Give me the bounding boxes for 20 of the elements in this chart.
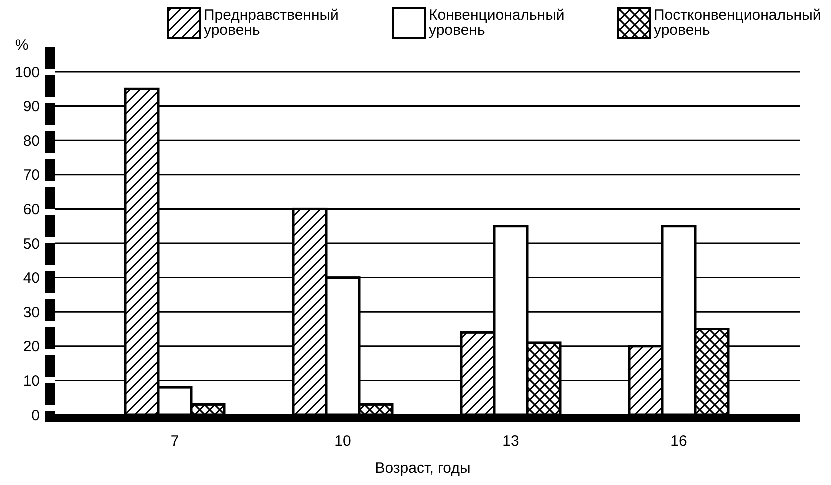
y-tick-label: 70 <box>23 167 40 184</box>
x-axis-title: Возраст, годы <box>375 460 471 477</box>
y-tick-label: 40 <box>23 270 40 288</box>
y-tick-label: 10 <box>23 372 40 390</box>
x-tick-label: 13 <box>502 433 520 450</box>
legend-label: Конвенциональный уровень <box>429 7 565 39</box>
y-tick-label: 60 <box>23 201 40 218</box>
legend-label: Преднравственный уровень <box>204 7 339 39</box>
y-tick-label: 50 <box>23 236 40 253</box>
x-tick-label: 10 <box>334 433 352 450</box>
y-tick-label: 20 <box>23 338 40 356</box>
y-axis-title: % <box>15 37 29 54</box>
y-tick-label: 100 <box>14 64 40 82</box>
y-tick-label: 30 <box>23 304 40 322</box>
y-tick-label: 90 <box>23 98 40 116</box>
legend-label: Постконвенциональный уровень <box>654 7 822 39</box>
y-tick-label: 80 <box>23 132 40 150</box>
x-tick-label: 16 <box>670 433 688 450</box>
y-tick-label: 0 <box>32 407 40 424</box>
x-tick-label: 7 <box>170 433 180 450</box>
